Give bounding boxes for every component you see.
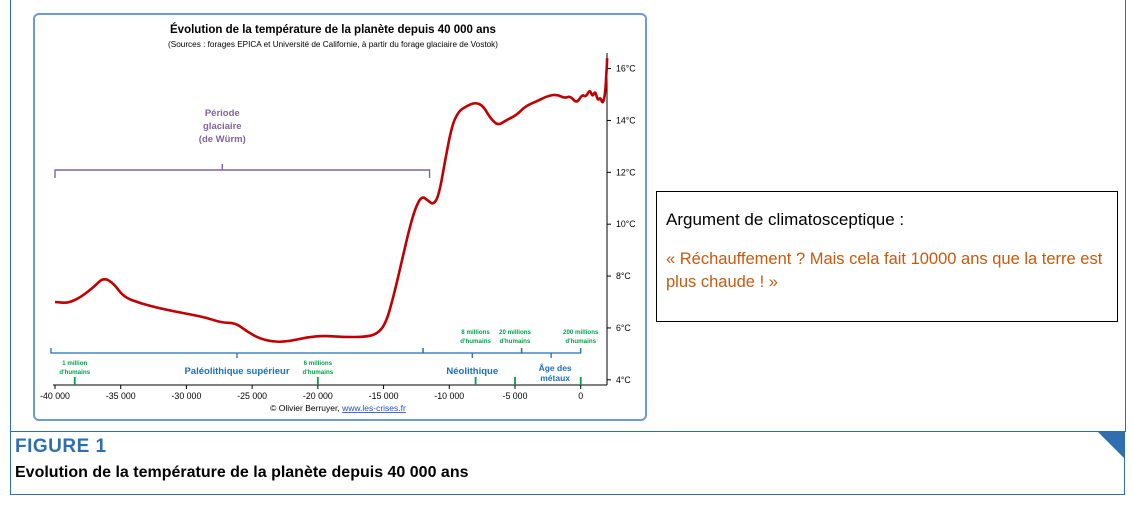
x-tick-label: 0 <box>578 391 583 401</box>
x-tick-label: -35 000 <box>106 391 136 401</box>
population-label: 6 millions <box>304 360 333 367</box>
y-tick-label: 8°C <box>616 271 631 281</box>
x-tick-label: -25 000 <box>237 391 267 401</box>
period-bracket <box>422 348 523 358</box>
y-tick-label: 16°C <box>616 64 636 74</box>
temperature-chart: Évolution de la température de la planèt… <box>40 23 636 413</box>
x-axis-ticks: -40 000 -35 000 -30 000 -25 000 -20 000 -15 0… <box>40 385 583 401</box>
glacial-label: glaciaire <box>203 121 242 132</box>
period-bracket <box>520 348 582 358</box>
population-label: 20 millions <box>499 329 532 336</box>
x-tick-label: -20 000 <box>303 391 333 401</box>
callout-heading: Argument de climatosceptique : <box>666 210 905 229</box>
y-tick-label: 12°C <box>616 167 636 177</box>
period-annotations: Paléolithique supérieur Néolithique Âge de… <box>50 348 582 383</box>
temperature-series-line <box>54 58 609 344</box>
figure-title: Evolution de la température de la planèt… <box>15 464 469 481</box>
chart-subtitle: (Sources : forages EPICA et Université d… <box>168 40 498 49</box>
x-tick-label: -40 000 <box>40 391 70 401</box>
callout-quote: « Réchauffement ? Mais cela fait 10000 a… <box>666 250 1103 291</box>
x-tick-label: -5 000 <box>503 391 528 401</box>
figure-caption: FIGURE 1 Evolution de la température de … <box>10 431 1125 495</box>
y-tick-label: 6°C <box>616 323 631 333</box>
y-tick-label: 10°C <box>616 219 636 229</box>
period-label: Âge des <box>539 362 572 373</box>
population-label: d'humains <box>460 338 491 345</box>
y-tick-label: 14°C <box>616 115 636 125</box>
period-bracket <box>50 348 424 358</box>
y-axis-ticks: 4°C 6°C 8°C 10°C 12°C 14°C 16°C <box>607 64 636 385</box>
page-rule-left <box>10 0 11 432</box>
glacial-label: Période <box>205 108 240 119</box>
x-tick-label: -15 000 <box>369 391 399 401</box>
period-label: métaux <box>540 373 570 383</box>
credit-link[interactable]: www.les-crises.fr <box>341 403 406 413</box>
period-label: Paléolithique supérieur <box>184 366 289 377</box>
population-annotations: 1 million d'humains 6 millions d'humains 8 m… <box>59 329 599 385</box>
y-tick-label: 4°C <box>616 375 631 385</box>
population-label: d'humains <box>565 338 596 345</box>
population-label: d'humains <box>303 369 334 376</box>
chart-title: Évolution de la température de la planèt… <box>170 23 496 36</box>
population-label: 200 millions <box>563 329 599 336</box>
glacial-label: (de Würm) <box>199 134 246 145</box>
glacial-bracket <box>54 164 431 178</box>
page-rule-right <box>1125 0 1126 432</box>
population-label: d'humains <box>500 338 531 345</box>
climate-skeptic-callout: Argument de climatosceptique : « Réchauf… <box>656 191 1118 322</box>
period-label: Néolithique <box>446 366 498 377</box>
x-tick-label: -10 000 <box>434 391 464 401</box>
population-label: 1 million <box>62 360 87 367</box>
population-label: 8 millions <box>461 329 490 336</box>
x-tick-label: -30 000 <box>172 391 202 401</box>
credit-text: © Olivier Berruyer, <box>270 403 342 413</box>
caption-corner-triangle <box>1098 432 1124 458</box>
population-label: d'humains <box>59 369 90 376</box>
glacial-period-annotation: Période glaciaire (de Würm) <box>54 108 431 178</box>
figure-label: FIGURE 1 <box>15 436 107 457</box>
chart-credit: © Olivier Berruyer, www.les-crises.fr <box>270 403 406 413</box>
